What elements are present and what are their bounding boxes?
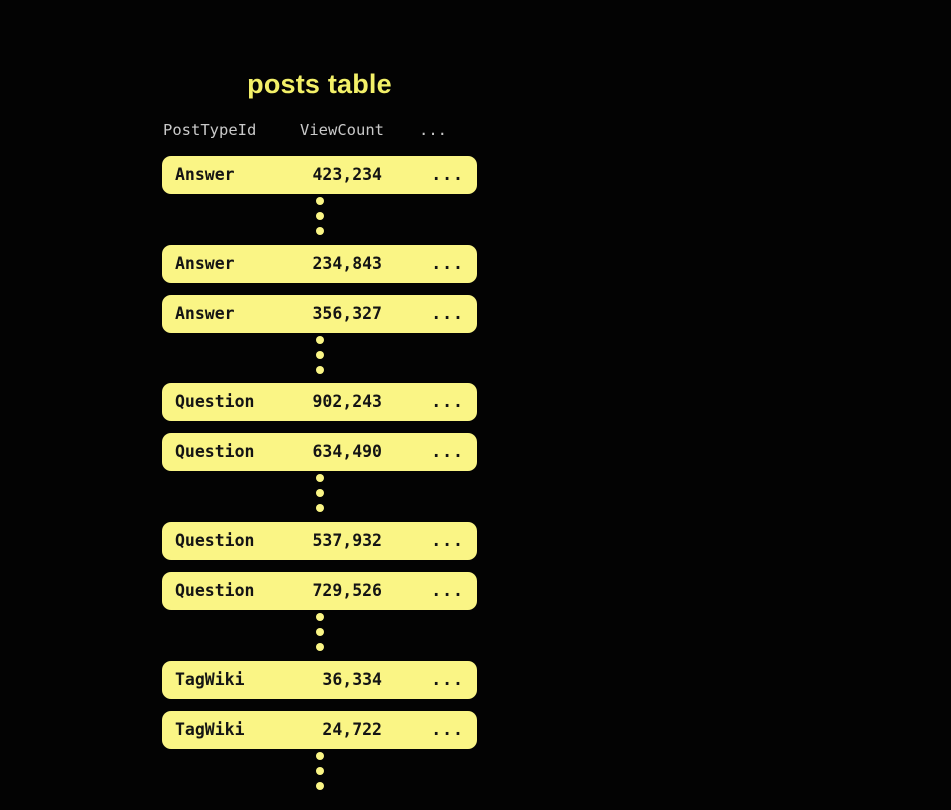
cell-posttypeid: TagWiki bbox=[175, 720, 245, 739]
ellipsis-dot-icon bbox=[315, 227, 324, 235]
cell-viewcount: 902,243 bbox=[312, 392, 382, 411]
cell-viewcount: 24,722 bbox=[322, 720, 382, 739]
ellipsis-dot-icon bbox=[315, 212, 324, 220]
cell-viewcount: 634,490 bbox=[312, 442, 382, 461]
cell-more: ... bbox=[431, 254, 464, 273]
row-ellipsis bbox=[312, 474, 327, 512]
cell-posttypeid: Answer bbox=[175, 254, 235, 273]
page-title: posts table bbox=[247, 69, 392, 99]
ellipsis-dot-icon bbox=[315, 613, 324, 621]
column-header-row: PostTypeId ViewCount ... bbox=[162, 119, 477, 141]
cell-more: ... bbox=[431, 392, 464, 411]
cell-more: ... bbox=[431, 442, 464, 461]
cell-posttypeid: Answer bbox=[175, 304, 235, 323]
cell-more: ... bbox=[431, 720, 464, 739]
ellipsis-dot-icon bbox=[315, 752, 324, 760]
cell-viewcount: 36,334 bbox=[322, 670, 382, 689]
ellipsis-dot-icon bbox=[315, 474, 324, 482]
table-row[interactable]: Question 729,526 ... bbox=[162, 572, 477, 610]
ellipsis-dot-icon bbox=[315, 504, 324, 512]
row-ellipsis bbox=[312, 336, 327, 374]
cell-posttypeid: Answer bbox=[175, 165, 235, 184]
column-header-more: ... bbox=[419, 121, 447, 139]
cell-posttypeid: Question bbox=[175, 392, 255, 411]
table-row[interactable]: Question 902,243 ... bbox=[162, 383, 477, 421]
column-header-posttypeid: PostTypeId bbox=[163, 121, 257, 139]
cell-posttypeid: Question bbox=[175, 531, 255, 550]
table-row[interactable]: TagWiki 24,722 ... bbox=[162, 711, 477, 749]
cell-posttypeid: Question bbox=[175, 581, 255, 600]
cell-more: ... bbox=[431, 165, 464, 184]
cell-viewcount: 356,327 bbox=[312, 304, 382, 323]
row-ellipsis bbox=[312, 197, 327, 235]
cell-posttypeid: TagWiki bbox=[175, 670, 245, 689]
cell-more: ... bbox=[431, 670, 464, 689]
ellipsis-dot-icon bbox=[315, 197, 324, 205]
ellipsis-dot-icon bbox=[315, 767, 324, 775]
table-row[interactable]: Question 634,490 ... bbox=[162, 433, 477, 471]
cell-viewcount: 729,526 bbox=[312, 581, 382, 600]
cell-more: ... bbox=[431, 531, 464, 550]
ellipsis-dot-icon bbox=[315, 628, 324, 636]
column-header-viewcount: ViewCount bbox=[300, 121, 384, 139]
cell-more: ... bbox=[431, 581, 464, 600]
table-row[interactable]: Answer 423,234 ... bbox=[162, 156, 477, 194]
cell-viewcount: 234,843 bbox=[312, 254, 382, 273]
table-row[interactable]: Answer 356,327 ... bbox=[162, 295, 477, 333]
cell-posttypeid: Question bbox=[175, 442, 255, 461]
ellipsis-dot-icon bbox=[315, 489, 324, 497]
ellipsis-dot-icon bbox=[315, 336, 324, 344]
row-ellipsis bbox=[312, 613, 327, 651]
table-row[interactable]: Question 537,932 ... bbox=[162, 522, 477, 560]
ellipsis-dot-icon bbox=[315, 351, 324, 359]
ellipsis-dot-icon bbox=[315, 366, 324, 374]
ellipsis-dot-icon bbox=[315, 782, 324, 790]
cell-more: ... bbox=[431, 304, 464, 323]
table-row[interactable]: Answer 234,843 ... bbox=[162, 245, 477, 283]
cell-viewcount: 423,234 bbox=[312, 165, 382, 184]
ellipsis-dot-icon bbox=[315, 643, 324, 651]
cell-viewcount: 537,932 bbox=[312, 531, 382, 550]
row-ellipsis bbox=[312, 752, 327, 790]
table-row[interactable]: TagWiki 36,334 ... bbox=[162, 661, 477, 699]
